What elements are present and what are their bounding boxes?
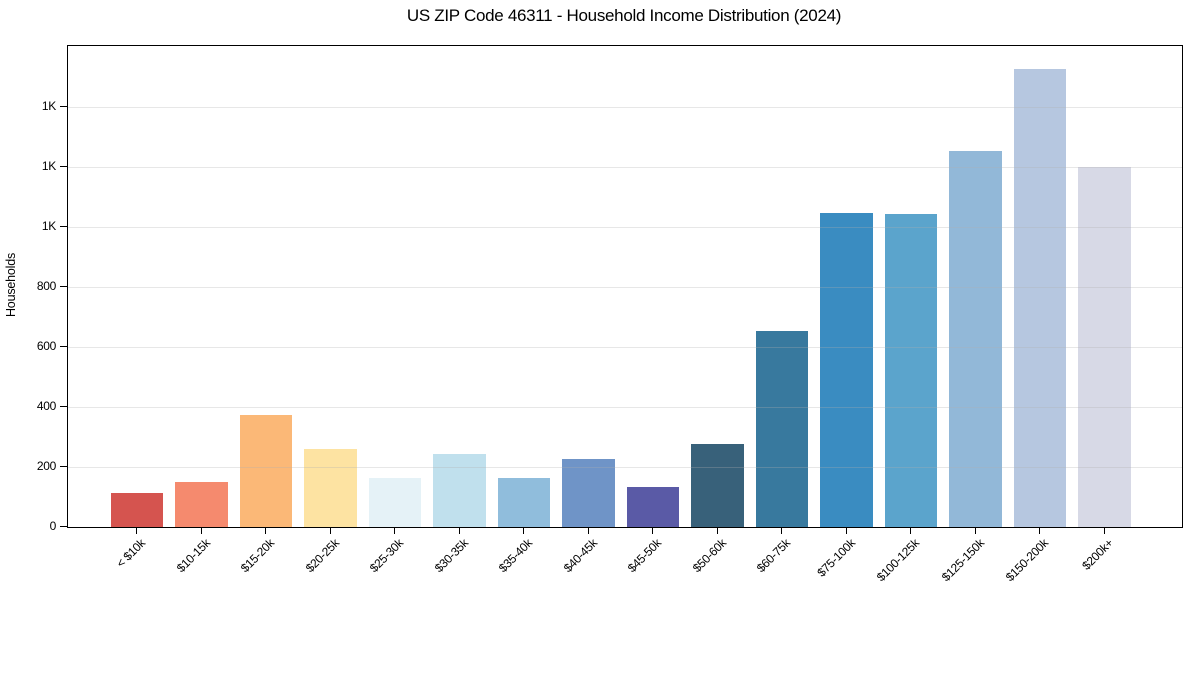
gridline	[68, 166, 1182, 168]
y-tick-label: 1K	[41, 158, 56, 173]
y-tick-mark	[60, 105, 67, 108]
bar-$100-125k	[884, 214, 938, 527]
x-tick-mark	[1039, 527, 1041, 535]
x-tick-label: $35-40k	[495, 536, 535, 576]
gridline	[68, 286, 1182, 288]
y-tick-label: 200	[36, 458, 56, 473]
bar-$200k+	[1078, 166, 1131, 527]
bar-$25-30k	[368, 478, 422, 527]
x-tick-mark	[265, 527, 267, 535]
y-tick-mark	[60, 165, 67, 168]
x-tick-mark	[781, 527, 783, 535]
y-tick-label: 800	[36, 278, 56, 293]
x-tick-mark	[974, 527, 976, 535]
bar-$20-25k	[304, 448, 357, 527]
y-tick-mark	[60, 526, 67, 528]
x-tick-mark	[845, 527, 847, 535]
x-tick-label: $200k+	[1078, 536, 1116, 573]
bar-$50-60k	[691, 444, 744, 527]
plot-area	[67, 45, 1183, 528]
x-tick-label: $15-20k	[237, 536, 277, 576]
bar-$35-40k	[497, 477, 551, 527]
bar-$45-50k	[626, 486, 680, 527]
x-tick-label: $45-50k	[624, 536, 664, 576]
y-tick-label: 0	[49, 519, 57, 533]
y-tick-mark	[60, 465, 67, 468]
x-tick-mark	[652, 527, 654, 535]
y-tick-mark	[60, 405, 67, 408]
x-tick-label: $25-30k	[366, 536, 406, 576]
y-tick-mark	[60, 225, 67, 228]
bar-$10-15k	[175, 482, 228, 527]
gridline	[68, 226, 1182, 228]
x-tick-label: $60-75k	[753, 536, 793, 576]
bar-$30-35k	[433, 454, 486, 527]
y-tick-mark	[60, 285, 67, 288]
x-tick-mark	[329, 527, 331, 535]
bar-$60-75k	[755, 331, 809, 527]
x-tick-mark	[910, 527, 912, 535]
y-tick-label: 400	[36, 398, 56, 413]
y-tick-label: 1K	[41, 98, 56, 113]
x-tick-mark	[136, 527, 138, 535]
x-tick-mark	[1103, 527, 1105, 535]
bar-< $10k	[110, 492, 164, 527]
x-tick-mark	[587, 527, 589, 535]
x-tick-label: $150-200k	[1002, 536, 1051, 585]
x-tick-mark	[458, 527, 460, 535]
y-tick-label: 1K	[41, 218, 56, 233]
gridline	[68, 106, 1182, 108]
bar-$15-20k	[239, 415, 293, 527]
bar-$75-100k	[820, 212, 873, 527]
gridline	[68, 406, 1182, 408]
x-tick-label: $100-125k	[873, 536, 922, 585]
y-tick-label: 600	[36, 338, 56, 353]
bar-$150-200k	[1013, 68, 1067, 527]
y-tick-mark	[60, 345, 67, 348]
bar-$40-45k	[562, 458, 615, 527]
x-tick-mark	[523, 527, 525, 535]
bar-$125-150k	[949, 151, 1002, 527]
chart-title: US ZIP Code 46311 - Household Income Dis…	[406, 6, 842, 25]
income-distribution-chart: US ZIP Code 46311 - Household Income Dis…	[4, 6, 1183, 584]
x-tick-mark	[394, 527, 396, 535]
x-tick-mark	[716, 527, 718, 535]
gridline	[68, 346, 1182, 348]
x-tick-mark	[200, 527, 202, 535]
gridline	[68, 466, 1182, 468]
